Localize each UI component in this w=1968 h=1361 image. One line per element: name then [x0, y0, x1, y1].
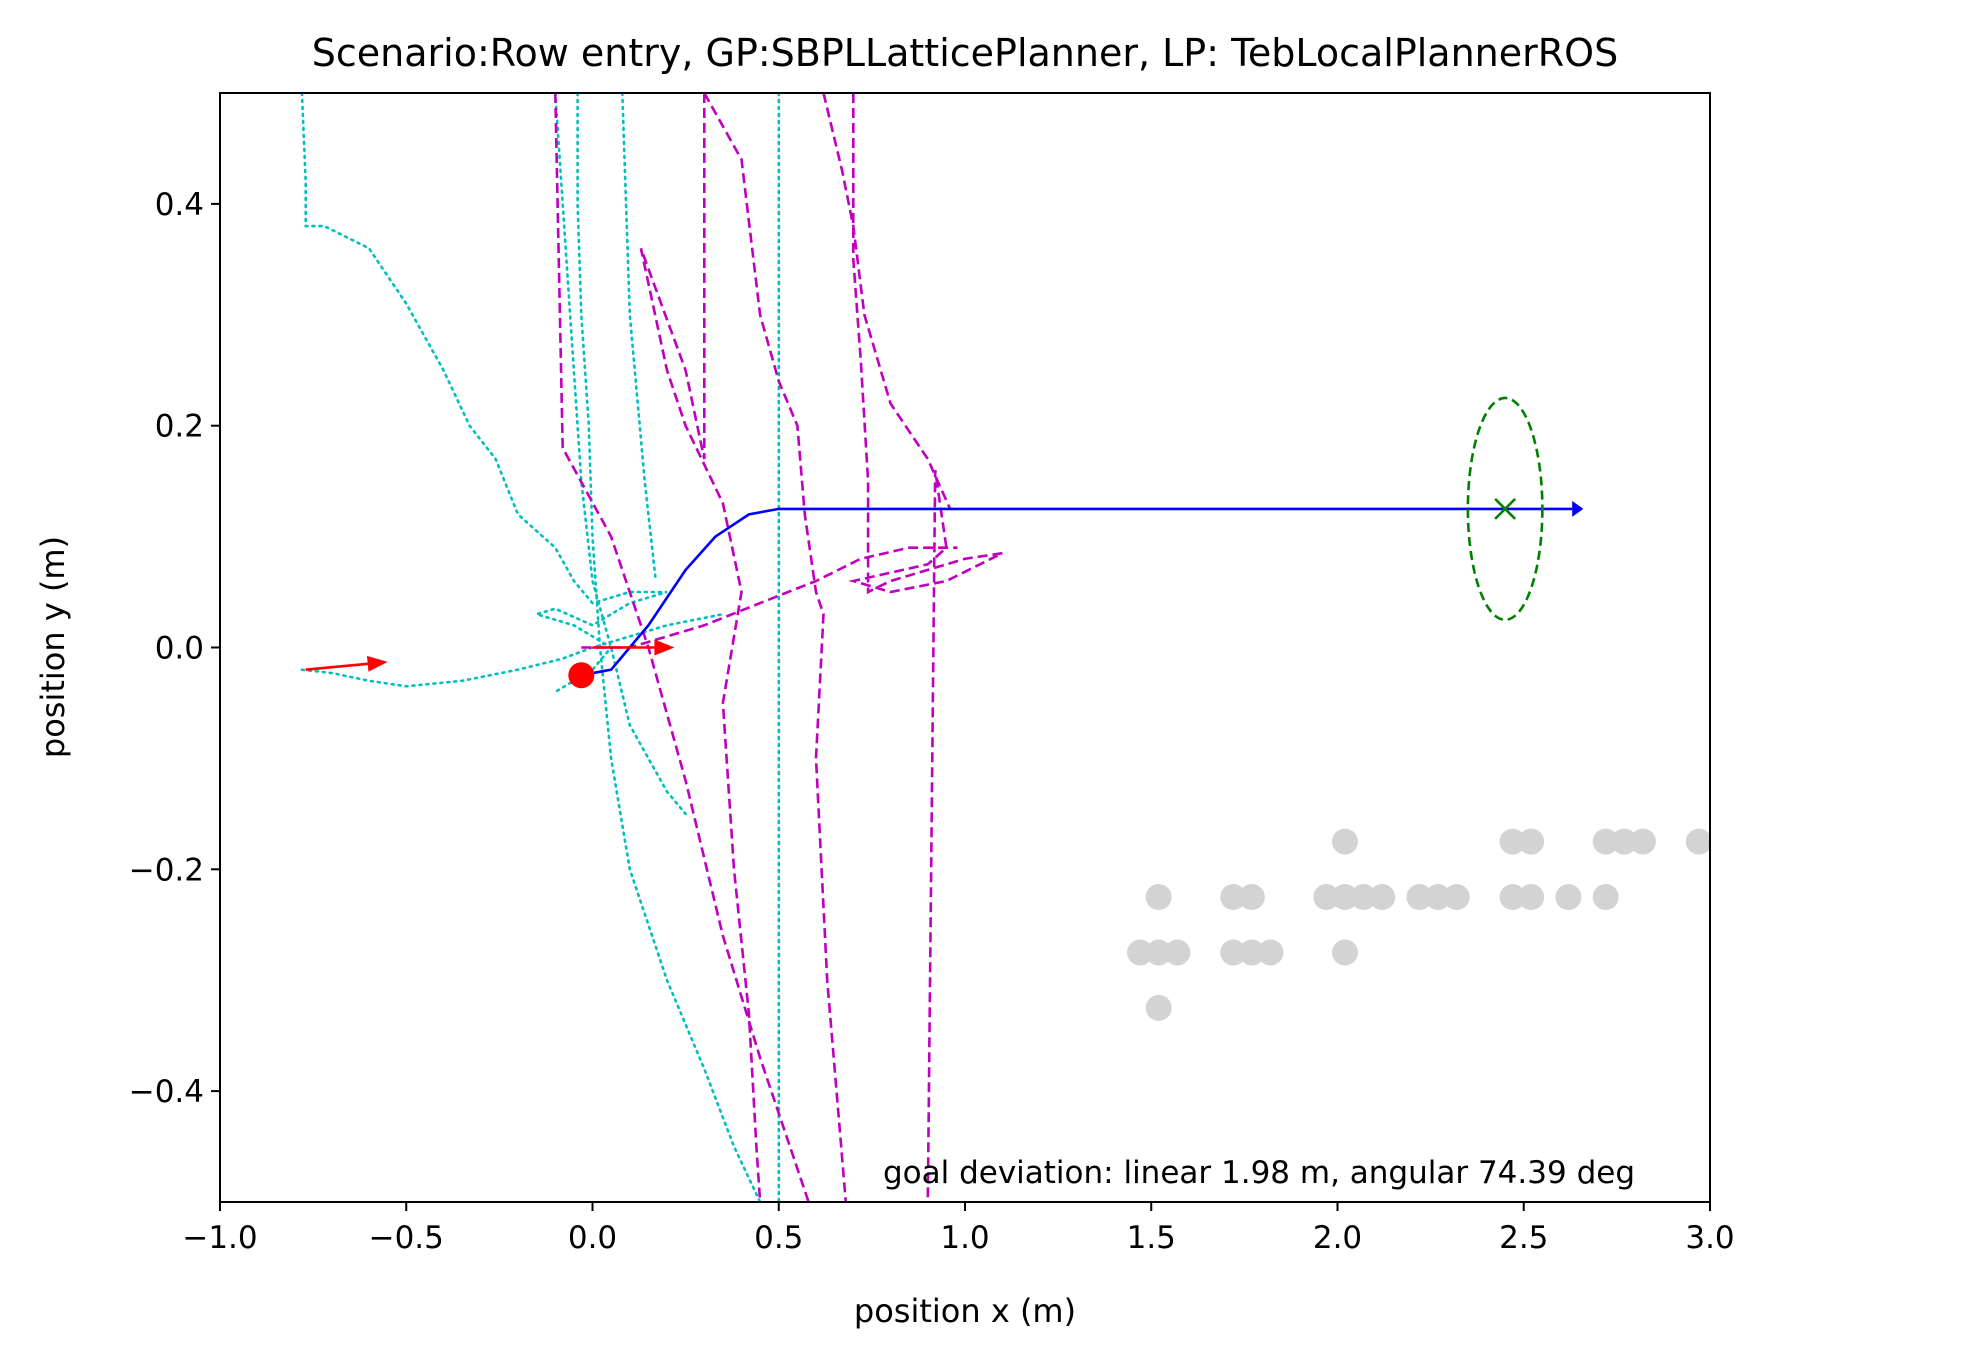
obstacle-point-13: [1350, 884, 1377, 911]
x-tick-label: 1.5: [1127, 1220, 1176, 1256]
x-axis: −1.0 −0.5 0.0 0.5 1.0 1.5 2.0 2.5 3.0: [182, 1202, 1735, 1256]
obstacle-point-9: [1257, 939, 1284, 966]
pose-arrowhead-0: [366, 655, 388, 672]
x-tick-label: −0.5: [369, 1220, 444, 1256]
y-tick-label: 0.0: [155, 631, 204, 667]
robot-trajectory-line-0: [300, 93, 668, 694]
local-plan-line-3: [822, 93, 952, 510]
obstacle-point-17: [1425, 884, 1452, 911]
robot-position-point: [568, 662, 595, 689]
local-plan-line-5: [581, 546, 958, 649]
robot-trajectory-line-1: [300, 612, 725, 688]
y-tick-label: −0.2: [129, 852, 204, 888]
obstacle-point-28: [1685, 828, 1710, 855]
obstacle-point-23: [1555, 884, 1582, 911]
obstacle-point-19: [1499, 828, 1526, 855]
x-tick-label: 0.5: [754, 1220, 803, 1256]
obstacle-point-27: [1592, 884, 1619, 911]
local-plan-line-2: [703, 93, 848, 1202]
obstacle-point-21: [1499, 884, 1526, 911]
obstacle-point-25: [1611, 828, 1638, 855]
obstacle-point-20: [1518, 828, 1545, 855]
obstacle-point-3: [1145, 884, 1172, 911]
local-plan-line-4: [848, 93, 1003, 1202]
obstacle-point-12: [1331, 884, 1358, 911]
obstacle-point-6: [1238, 884, 1265, 911]
x-tick-label: 2.0: [1313, 1220, 1362, 1256]
y-tick-label: 0.4: [155, 187, 204, 223]
obstacle-point-14: [1369, 884, 1396, 911]
obstacle-point-5: [1220, 884, 1247, 911]
y-axis-label: position y (m): [34, 536, 72, 758]
obstacle-point-2: [1164, 939, 1191, 966]
goal-marker: [1494, 497, 1517, 520]
x-tick-label: 2.5: [1499, 1220, 1548, 1256]
obstacle-point-22: [1518, 884, 1545, 911]
goal-deviation-annotation: goal deviation: linear 1.98 m, angular 7…: [883, 1155, 1635, 1191]
x-tick-label: 3.0: [1685, 1220, 1734, 1256]
robot-trajectory-line-3: [553, 93, 687, 816]
obstacle-point-8: [1238, 939, 1265, 966]
local-plan-line-0: [554, 93, 810, 1202]
goal-tolerance-ellipse: [1466, 396, 1544, 622]
pose-arrowhead-1: [654, 639, 675, 656]
obstacle-point-16: [1406, 884, 1433, 911]
obstacle-point-4: [1145, 994, 1172, 1021]
x-tick-label: −1.0: [182, 1220, 257, 1256]
y-tick-label: 0.2: [155, 409, 204, 445]
robot-trajectory-line-2: [576, 93, 762, 1202]
robot-trajectory-line-4: [620, 93, 658, 583]
y-tick-label: −0.4: [129, 1074, 204, 1110]
obstacle-point-0: [1127, 939, 1154, 966]
x-axis-label: position x (m): [854, 1292, 1076, 1330]
y-axis: 0.4 0.2 0.0 −0.2 −0.4: [129, 187, 220, 1110]
obstacle-point-1: [1145, 939, 1172, 966]
obstacle-point-15: [1331, 939, 1358, 966]
obstacle-point-26: [1629, 828, 1656, 855]
obstacle-point-7: [1220, 939, 1247, 966]
x-tick-label: 1.0: [940, 1220, 989, 1256]
global-plan-line: [581, 507, 1573, 677]
chart-title: Scenario:Row entry, GP:SBPLLatticePlanne…: [312, 31, 1618, 75]
plot-frame: [219, 92, 1711, 1203]
local-plan-line-1: [639, 93, 762, 1202]
obstacle-point-11: [1313, 884, 1340, 911]
obstacle-point-10: [1331, 828, 1358, 855]
plot-area: [300, 93, 1710, 1202]
obstacle-point-18: [1443, 884, 1470, 911]
pose-arrow-0: [305, 662, 368, 671]
x-tick-label: 0.0: [568, 1220, 617, 1256]
global-plan-arrowhead: [1572, 500, 1584, 517]
obstacle-point-24: [1592, 828, 1619, 855]
